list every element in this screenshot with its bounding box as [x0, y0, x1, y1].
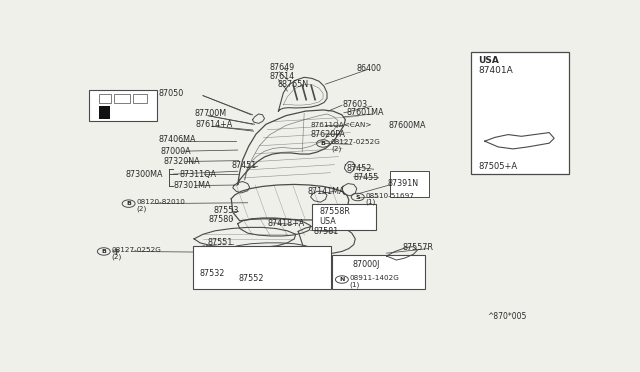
- Text: 87649: 87649: [269, 63, 295, 72]
- Text: (2): (2): [112, 253, 122, 260]
- Text: 87391N: 87391N: [388, 179, 419, 188]
- Bar: [332, 255, 425, 289]
- Bar: [114, 94, 130, 103]
- Text: B: B: [101, 249, 106, 254]
- Text: 87614: 87614: [269, 72, 294, 81]
- Text: (2): (2): [331, 145, 341, 152]
- Text: 87580: 87580: [209, 215, 234, 224]
- Bar: [99, 106, 110, 119]
- Text: 87557R: 87557R: [403, 243, 433, 252]
- Text: 87532: 87532: [199, 269, 225, 278]
- Text: 87301MA: 87301MA: [173, 181, 211, 190]
- Text: 87452: 87452: [347, 164, 372, 173]
- Text: 87551: 87551: [208, 238, 234, 247]
- Text: 87700M: 87700M: [194, 109, 226, 118]
- Text: 87406MA: 87406MA: [158, 135, 196, 144]
- Text: 87611QA<CAN>: 87611QA<CAN>: [310, 122, 372, 128]
- Text: 08510-51697: 08510-51697: [365, 193, 415, 199]
- Text: USA: USA: [319, 217, 336, 226]
- Bar: [471, 52, 569, 174]
- Text: 87050: 87050: [158, 89, 184, 99]
- Text: 87141MA: 87141MA: [307, 187, 345, 196]
- Text: 87311QA: 87311QA: [179, 170, 216, 179]
- Text: 08127-0252G: 08127-0252G: [331, 140, 381, 145]
- Bar: [132, 94, 147, 103]
- Text: 87455: 87455: [354, 173, 379, 182]
- Text: 87451: 87451: [231, 161, 257, 170]
- Text: 87401A: 87401A: [478, 67, 513, 76]
- Bar: [390, 171, 429, 197]
- Text: B: B: [126, 201, 131, 206]
- Text: 87614+A: 87614+A: [195, 121, 232, 129]
- Text: (1): (1): [350, 282, 360, 288]
- Text: 87000A: 87000A: [161, 147, 191, 156]
- Text: 87601MA: 87601MA: [347, 108, 385, 117]
- Text: (1): (1): [365, 199, 376, 205]
- Text: 87581: 87581: [313, 227, 339, 236]
- Bar: [193, 246, 331, 289]
- Text: 87620PA: 87620PA: [310, 129, 346, 138]
- Text: ^870*005: ^870*005: [486, 312, 526, 321]
- Text: S: S: [355, 195, 360, 199]
- Bar: [312, 204, 376, 230]
- Text: USA: USA: [478, 56, 499, 65]
- Text: 87320NA: 87320NA: [163, 157, 200, 166]
- Text: 87558R: 87558R: [319, 207, 351, 216]
- Text: 88765N: 88765N: [277, 80, 308, 89]
- Text: 87552: 87552: [239, 273, 264, 283]
- Text: 87603: 87603: [343, 100, 368, 109]
- Text: 08911-1402G: 08911-1402G: [350, 275, 400, 281]
- Text: N: N: [339, 277, 344, 282]
- Text: 87505+A: 87505+A: [478, 161, 517, 171]
- Text: 86400: 86400: [356, 64, 382, 73]
- Text: 08127-0252G: 08127-0252G: [112, 247, 162, 253]
- Text: 08120-82010: 08120-82010: [136, 199, 186, 205]
- Text: 87553: 87553: [214, 206, 239, 215]
- Bar: [89, 90, 157, 121]
- Text: B: B: [321, 141, 326, 146]
- Text: 87600MA: 87600MA: [388, 121, 426, 130]
- Text: (2): (2): [136, 205, 147, 212]
- Text: 87000J: 87000J: [353, 260, 380, 269]
- Text: 87300MA: 87300MA: [125, 170, 163, 179]
- Text: 87418+A: 87418+A: [268, 219, 305, 228]
- Bar: [99, 94, 111, 103]
